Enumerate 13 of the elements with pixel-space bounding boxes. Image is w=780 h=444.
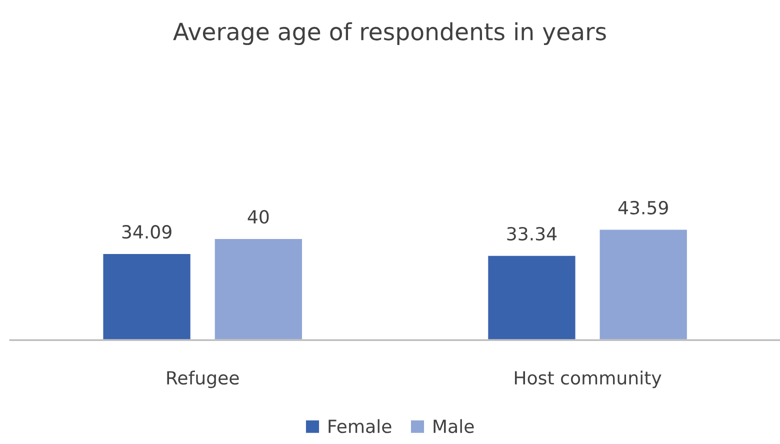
bar (102, 252, 192, 340)
data-label: 40 (248, 210, 269, 224)
data-label: 43.59 (618, 200, 668, 214)
x-tick-label: Host community (514, 370, 662, 388)
bar (598, 228, 688, 340)
x-tick-label: Refugee (167, 370, 239, 388)
legend-label: Male (434, 419, 474, 434)
data-label: 33.34 (507, 226, 557, 241)
bar (486, 254, 577, 340)
chart-title: Average age of respondents in years (173, 22, 606, 46)
legend-label: Female (328, 419, 392, 434)
bar (213, 238, 304, 340)
data-label: 34.09 (122, 225, 172, 239)
